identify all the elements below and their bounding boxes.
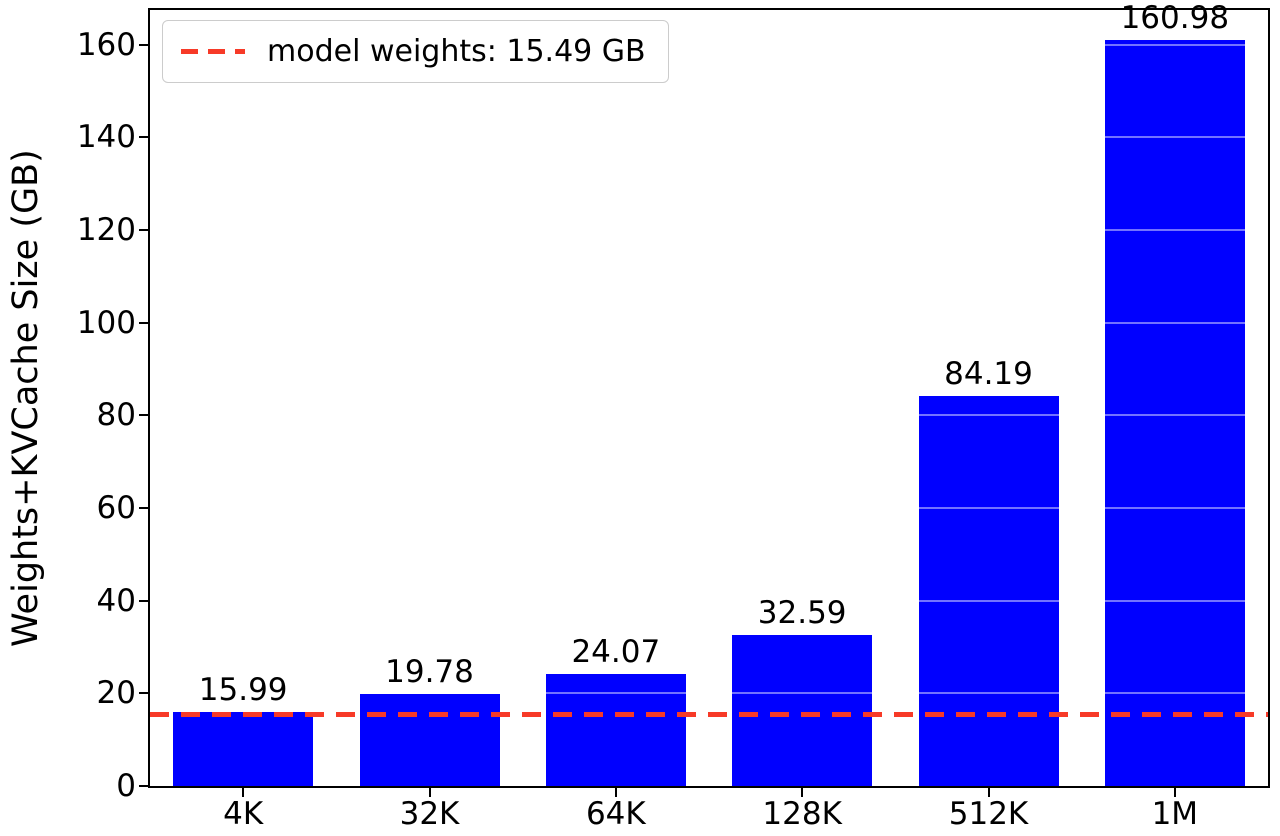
y-tick-mark <box>139 414 148 417</box>
x-tick-mark <box>614 788 617 797</box>
y-tick-mark <box>139 136 148 139</box>
y-axis-label: Weights+KVCache Size (GB) <box>6 149 46 647</box>
x-tick-mark <box>1173 788 1176 797</box>
bar <box>1105 40 1245 786</box>
grid-line <box>150 43 1268 46</box>
grid-line <box>150 599 1268 602</box>
grid-line <box>150 136 1268 139</box>
grid-line <box>150 229 1268 232</box>
y-tick-mark <box>139 229 148 232</box>
grid-line <box>150 507 1268 510</box>
y-tick-mark <box>139 507 148 510</box>
x-tick-label: 32K <box>399 796 460 832</box>
y-tick-label: 160 <box>76 26 136 63</box>
y-tick-mark <box>139 43 148 46</box>
x-tick-label: 128K <box>762 796 842 832</box>
y-tick-label: 140 <box>76 119 136 156</box>
reference-line <box>150 712 1268 718</box>
y-tick-label: 40 <box>96 582 136 619</box>
x-tick-label: 512K <box>948 796 1029 832</box>
legend-label: model weights: 15.49 GB <box>267 34 646 69</box>
x-tick-mark <box>987 788 990 797</box>
dashed-line-swatch <box>181 49 245 54</box>
y-tick-label: 80 <box>96 397 136 434</box>
bar <box>360 694 500 786</box>
bar-value-label: 32.59 <box>757 595 847 632</box>
bar-value-label: 24.07 <box>571 634 661 671</box>
grid-line <box>150 692 1268 695</box>
y-tick-mark <box>139 785 148 787</box>
bar <box>546 674 686 786</box>
grid-line <box>150 414 1268 417</box>
y-tick-mark <box>139 321 148 324</box>
y-tick-label: 60 <box>96 490 136 527</box>
y-tick-label: 20 <box>96 675 136 712</box>
y-tick-label: 0 <box>116 768 136 804</box>
bar-value-label: 19.78 <box>385 654 474 691</box>
x-tick-label: 1M <box>1151 796 1199 832</box>
x-tick-mark <box>428 788 431 797</box>
y-tick-mark <box>139 692 148 695</box>
grid-line <box>150 321 1268 324</box>
x-tick-mark <box>801 788 804 797</box>
x-tick-mark <box>242 788 245 797</box>
legend: model weights: 15.49 GB <box>162 20 669 83</box>
plot-area: model weights: 15.49 GB <box>148 8 1270 788</box>
x-tick-label: 64K <box>585 796 646 832</box>
bar-value-label: 84.19 <box>944 355 1033 392</box>
bar <box>732 635 872 786</box>
y-tick-label: 120 <box>76 212 136 249</box>
x-tick-label: 4K <box>223 796 264 832</box>
y-tick-label: 100 <box>76 304 136 341</box>
bar <box>919 396 1059 786</box>
bar <box>173 712 313 786</box>
bar-value-label: 15.99 <box>198 671 288 708</box>
bar-value-label: 160.98 <box>1120 0 1230 37</box>
y-tick-mark <box>139 599 148 602</box>
